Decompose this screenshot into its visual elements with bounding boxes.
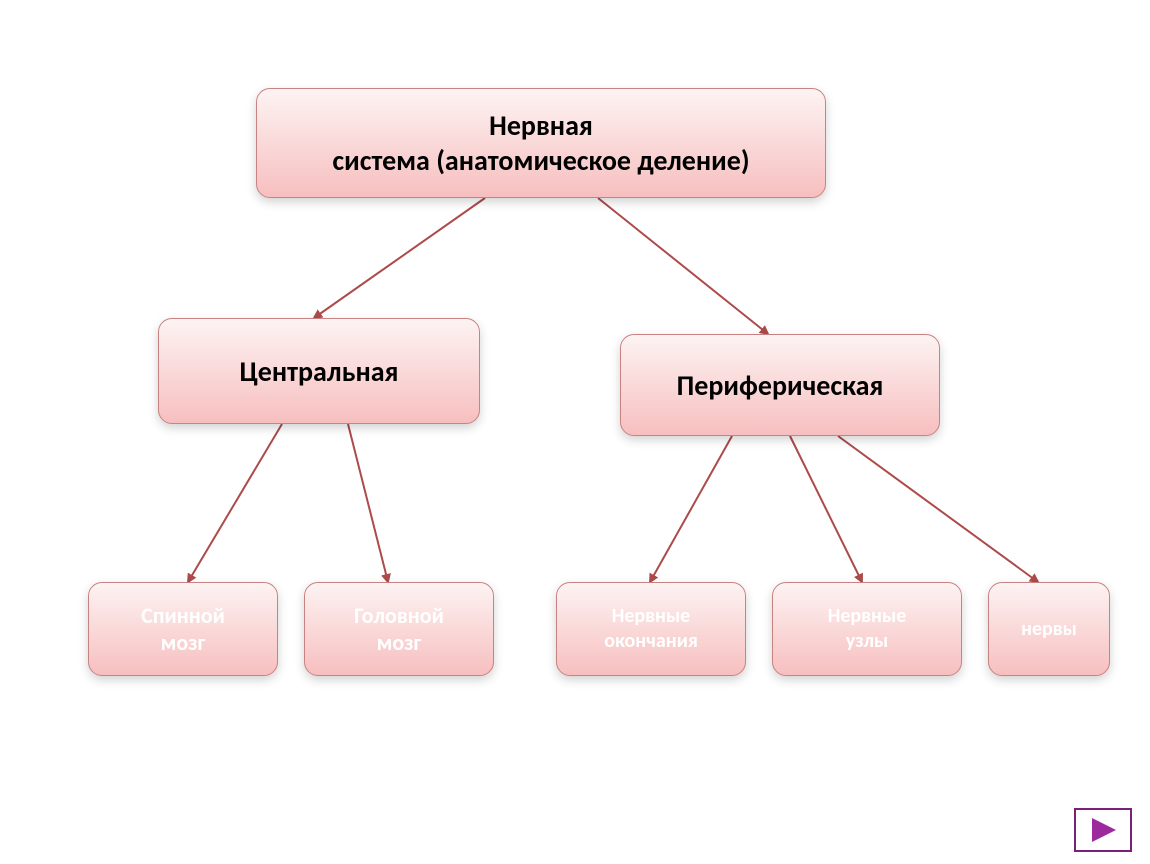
node-brain-label: Головноймозг: [354, 602, 444, 657]
next-slide-button[interactable]: [1074, 808, 1132, 852]
edge-root-peripheral: [598, 198, 768, 334]
node-central-label: Центральная: [240, 354, 399, 389]
node-root: Нервнаясистема (анатомическое деление): [256, 88, 826, 198]
node-peripheral-label: Периферическая: [677, 368, 884, 403]
edge-peripheral-endings: [650, 436, 732, 582]
node-central: Центральная: [158, 318, 480, 424]
node-nerves: нервы: [988, 582, 1110, 676]
next-arrow-icon: [1074, 808, 1132, 852]
node-ganglia: Нервныеузлы: [772, 582, 962, 676]
node-spinal-label: Спинноймозг: [141, 602, 225, 657]
node-root-label: Нервнаясистема (анатомическое деление): [332, 108, 749, 178]
edge-peripheral-ganglia: [790, 436, 862, 582]
node-endings-label: Нервныеокончания: [604, 604, 698, 654]
edge-central-brain: [348, 424, 388, 582]
node-brain: Головноймозг: [304, 582, 494, 676]
edge-central-spinal: [188, 424, 282, 582]
node-ganglia-label: Нервныеузлы: [828, 604, 907, 654]
node-endings: Нервныеокончания: [556, 582, 746, 676]
node-spinal: Спинноймозг: [88, 582, 278, 676]
node-nerves-label: нервы: [1021, 617, 1077, 642]
edge-root-central: [314, 198, 485, 318]
edge-peripheral-nerves: [838, 436, 1038, 582]
node-peripheral: Периферическая: [620, 334, 940, 436]
